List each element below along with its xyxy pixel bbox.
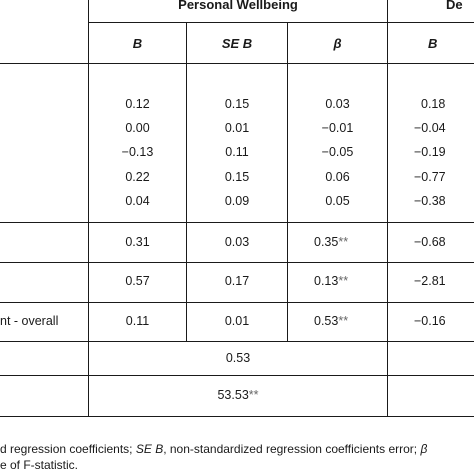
rule-left-of-next-group [387,0,388,416]
cell-b-next: −0.38 [414,194,446,208]
rule-after-row-a [0,262,474,263]
cell-b: 0.12 [125,97,150,111]
col-header-se-b: SE B [221,36,253,51]
col-header-beta: β [333,36,342,51]
table-note-line-2: e of F-statistic. [0,458,79,472]
cell-beta: 0.03 [325,97,350,111]
cell-beta: 0.06 [325,170,350,184]
cell-b-next: −0.68 [414,235,446,249]
rule-between-b-se [186,22,187,342]
beta-value: 0.53 [314,314,339,328]
cell-b-next: −0.04 [414,121,446,135]
rule-under-column-header [0,63,474,64]
cell-b-next: −2.81 [414,274,446,288]
col-header-b-next: B [428,36,438,51]
cell-b-next: −0.19 [414,145,446,159]
significance-marker: ** [248,388,259,402]
cell-b: 0.22 [125,170,150,184]
cell-b: −0.13 [121,145,154,159]
row-label-overall: nt - overall [0,314,59,328]
cell-se-b: 0.01 [224,121,250,135]
beta-value: 0.35 [314,235,339,249]
cell-se-b: 0.03 [224,235,250,249]
cell-b: 0.31 [125,235,150,249]
f-statistic-value: 53.53 [217,388,249,402]
cell-se-b: 0.09 [224,194,250,208]
cell-beta: −0.01 [321,121,354,135]
cell-b-next: −0.77 [414,170,446,184]
cell-b: 0.04 [125,194,150,208]
cell-beta: −0.05 [321,145,354,159]
rule-left-of-personal [88,0,89,416]
rule-between-se-beta [287,22,288,342]
rule-after-row-b [0,302,474,303]
note-text: , non-standardized regression coefficien… [163,442,421,456]
cell-b-next: −0.16 [414,314,446,328]
rule-after-r2 [0,375,474,376]
cell-b-next: 0.18 [421,97,446,111]
cell-se-b: 0.01 [224,314,250,328]
beta-value: 0.13 [314,274,339,288]
significance-marker: ** [338,235,349,249]
cell-b: 0.11 [125,314,150,328]
significance-marker: ** [338,314,349,328]
col-header-b: B [132,36,143,51]
note-beta: β [420,442,428,456]
cell-b: 0.00 [125,121,150,135]
rule-table-bottom [0,416,474,417]
cell-b: 0.57 [125,274,150,288]
cell-beta: 0.05 [325,194,350,208]
group-header-next-partial: De [446,0,463,12]
cell-se-b: 0.11 [225,145,249,159]
group-header-personal-wellbeing: Personal Wellbeing [178,0,298,12]
table-note-line-1: d regression coefficients; SE B, non-sta… [0,442,427,457]
significance-marker: ** [338,274,349,288]
rule-under-group-header [88,22,474,23]
cell-beta: 0.13** [314,274,348,289]
rule-after-block1 [0,222,474,223]
cell-beta: 0.53** [314,314,348,329]
r-squared-value: 0.53 [225,351,251,365]
note-text: d regression coefficients; [0,442,136,456]
cell-se-b: 0.15 [224,97,250,111]
cell-se-b: 0.17 [224,274,250,288]
cell-se-b: 0.15 [224,170,250,184]
cell-beta: 0.35** [314,235,348,250]
rule-after-row-c [0,341,474,342]
note-se-b: SE B [135,442,164,456]
f-statistic-cell: 53.53** [89,388,387,403]
